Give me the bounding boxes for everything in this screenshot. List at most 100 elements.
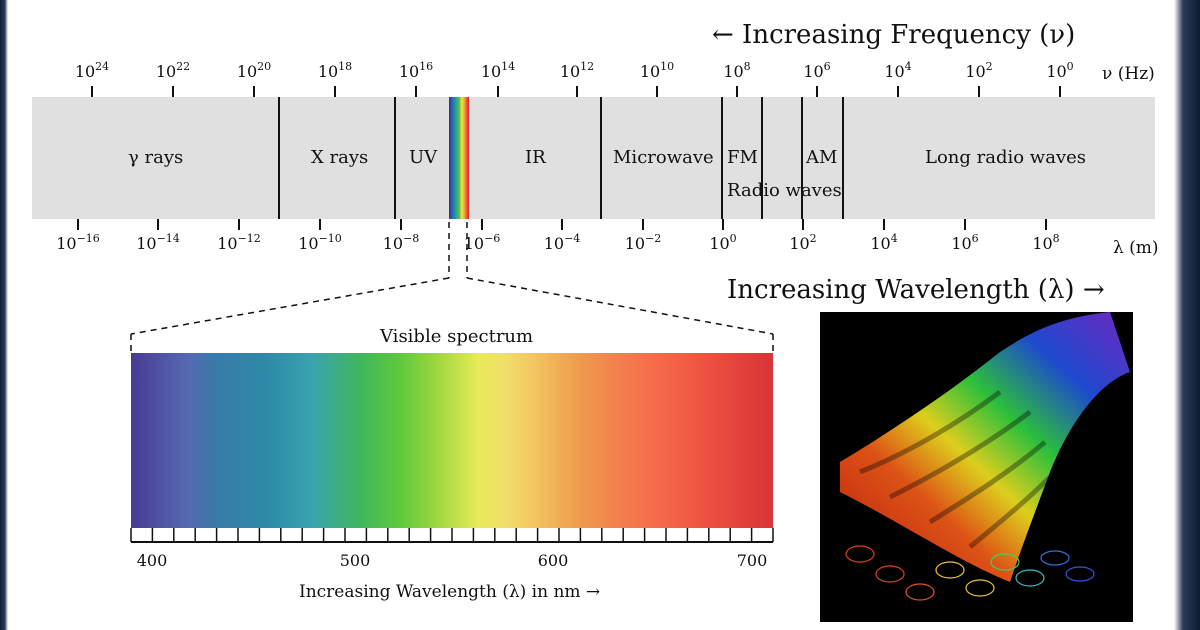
tick-base: 10 — [723, 62, 744, 81]
wavelength-tick-label: 10−12 — [217, 233, 261, 253]
tick-base: 10 — [74, 62, 96, 81]
tick-exponent: 2 — [985, 60, 993, 73]
tick-base: 10 — [543, 234, 565, 253]
wavelength-tick-label: 10−8 — [382, 233, 420, 253]
frequency-tick-label: 1010 — [639, 61, 674, 81]
wavelength-tick-label: 10−10 — [298, 233, 342, 253]
frequency-tick-label: 106 — [803, 61, 830, 81]
divider-gamma-xray — [278, 97, 280, 219]
tick-base: 10 — [624, 234, 646, 253]
visible-scale-label-500: 500 — [339, 551, 371, 570]
tick-exponent: 22 — [176, 60, 191, 73]
tick-base: 10 — [217, 234, 238, 253]
tick-base: 10 — [1032, 234, 1053, 253]
spectrum-band — [32, 97, 1155, 219]
tick-exponent: 20 — [257, 60, 272, 73]
tick-base: 10 — [559, 62, 581, 81]
tick-exponent: −4 — [564, 232, 581, 245]
tick-exponent: −10 — [318, 232, 342, 245]
wavelength-tick-label: 10−2 — [624, 233, 662, 253]
wavelength-tick-label: 100 — [709, 233, 736, 253]
tick-exponent: 4 — [890, 232, 898, 245]
wavelength-tick-label: 10−16 — [56, 233, 100, 253]
tick-exponent: 2 — [809, 232, 817, 245]
visible-strip — [449, 97, 469, 219]
visible-spectrum-bar — [131, 353, 773, 528]
region-long-radio-waves: Long radio waves — [925, 147, 1086, 168]
wavelength-unit: λ (m) — [1113, 238, 1159, 258]
divider-microwave-fm — [721, 97, 723, 219]
tick-exponent: 0 — [1066, 60, 1074, 73]
frequency-tick-label: 102 — [965, 61, 992, 81]
frequency-tick-label: 1018 — [317, 61, 352, 81]
divider-xray-uv — [394, 97, 396, 219]
tick-exponent: 6 — [823, 60, 831, 73]
right-edge-decoration — [1174, 0, 1200, 630]
divider-fm-radio — [761, 97, 763, 219]
visible-scale-label-700: 700 — [736, 551, 768, 570]
wavelength-tick-label: 10−6 — [463, 233, 501, 253]
frequency-heading: ← Increasing Frequency (ν) — [712, 20, 1076, 50]
tick-exponent: 10 — [660, 60, 675, 73]
tick-base: 10 — [155, 62, 177, 81]
tick-base: 10 — [709, 234, 730, 253]
wavelength-tick-label: 104 — [870, 233, 897, 253]
tick-base: 10 — [317, 62, 339, 81]
visible-scale-label-600: 600 — [537, 551, 569, 570]
frequency-tick-label: 1012 — [559, 61, 594, 81]
wavelength-tick-label: 108 — [1032, 233, 1059, 253]
frequency-tick-label: 1022 — [155, 61, 190, 81]
tick-base: 10 — [236, 62, 258, 81]
frequency-tick-label: 104 — [884, 61, 911, 80]
region-gamma-rays: γ rays — [128, 147, 184, 168]
wave-surface-image — [820, 312, 1133, 622]
region-fm: FM — [727, 147, 758, 168]
tick-exponent: −14 — [156, 232, 180, 245]
divider-ir-microwave — [600, 97, 602, 219]
tick-exponent: 8 — [1052, 232, 1060, 245]
region-ir: IR — [525, 147, 546, 168]
tick-base: 10 — [639, 62, 661, 81]
tick-base: 10 — [298, 234, 319, 253]
tick-exponent: −6 — [484, 232, 501, 245]
visible-spectrum-title: Visible spectrum — [380, 326, 534, 347]
tick-base: 10 — [965, 62, 986, 81]
region-x-rays: X rays — [311, 147, 369, 168]
region-uv: UV — [409, 147, 438, 168]
tick-exponent: 4 — [904, 60, 912, 73]
visible-axis-label: Increasing Wavelength (λ) in nm → — [299, 582, 601, 602]
region-radio-waves: Radio waves — [727, 180, 842, 201]
wavelength-heading: Increasing Wavelength (λ) → — [727, 275, 1105, 305]
frequency-unit: ν (Hz) — [1102, 64, 1155, 84]
visible-scale-label-400: 400 — [136, 551, 168, 570]
tick-exponent: 16 — [419, 60, 434, 73]
tick-exponent: 18 — [338, 60, 353, 73]
tick-base: 10 — [463, 234, 485, 253]
tick-base: 10 — [870, 234, 891, 253]
tick-exponent: 6 — [971, 232, 979, 245]
tick-exponent: 12 — [580, 60, 595, 73]
tick-base: 10 — [1046, 62, 1067, 81]
tick-exponent: −16 — [76, 232, 100, 245]
tick-base: 10 — [382, 234, 404, 253]
tick-exponent: −2 — [645, 232, 662, 245]
tick-base: 10 — [56, 234, 77, 253]
frequency-tick-label: 1020 — [236, 61, 271, 81]
tick-base: 10 — [480, 62, 502, 81]
wavelength-tick-label: 106 — [951, 233, 978, 252]
divider-radio-am — [801, 97, 803, 219]
frequency-tick-label: 100 — [1046, 61, 1073, 81]
frequency-tick-label: 1014 — [480, 61, 515, 81]
tick-exponent: 24 — [95, 60, 110, 73]
tick-exponent: −12 — [237, 232, 261, 245]
wavelength-tick-label: 102 — [789, 233, 816, 252]
left-edge-decoration — [0, 0, 8, 630]
frequency-tick-label: 1016 — [398, 61, 433, 81]
tick-base: 10 — [803, 62, 824, 81]
tick-exponent: 0 — [729, 232, 737, 245]
wavelength-tick-label: 10−14 — [136, 233, 180, 252]
tick-base: 10 — [398, 62, 420, 81]
